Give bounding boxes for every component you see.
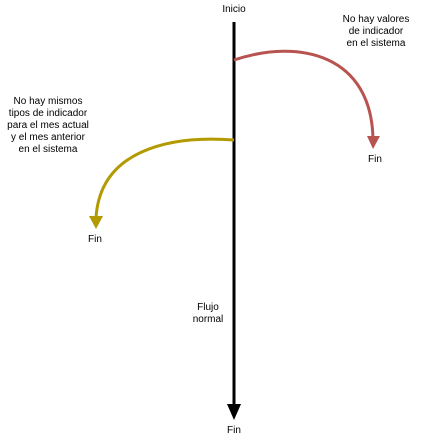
condition-line: para el mes actual (7, 120, 89, 131)
condition-line: y el mes anterior (11, 132, 85, 143)
condition-line: en el sistema (18, 144, 78, 155)
condition-line: tipos de indicador (8, 108, 88, 119)
main-path-label: Flujo normal (186, 302, 230, 326)
condition-line: en el sistema (346, 38, 406, 49)
branch-no-values-condition: No hay valores de indicador en el sistem… (330, 14, 422, 50)
branch-no-types-condition: No hay mismos tipos de indicador para el… (0, 96, 96, 156)
main-path-label-line: Flujo (197, 302, 219, 313)
main-path-label-line: normal (192, 314, 224, 325)
branch-no-values-arrowhead (367, 136, 380, 149)
branch-no-values-connector (233, 49, 375, 141)
condition-line: No hay valores (342, 14, 410, 25)
branch-no-types-end-label: Fin (88, 234, 102, 245)
branch-no-values-end-label: Fin (368, 154, 382, 165)
condition-line: No hay mismos (13, 96, 83, 107)
main-flow-arrowhead (227, 404, 241, 420)
start-label: Inicio (222, 4, 246, 15)
condition-line: de indicador (348, 26, 404, 37)
branch-no-types-connector (94, 137, 235, 219)
branch-no-types-arrowhead (89, 216, 103, 229)
end-label: Fin (227, 425, 241, 436)
